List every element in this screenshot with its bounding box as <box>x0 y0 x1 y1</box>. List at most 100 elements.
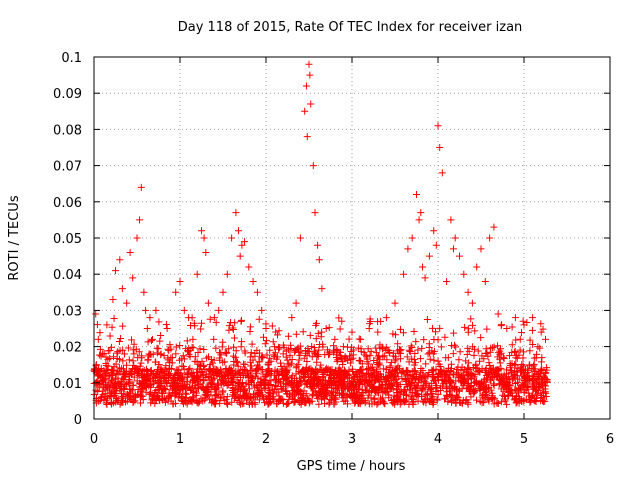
data-point <box>96 329 104 337</box>
data-point <box>429 390 437 398</box>
data-point <box>103 365 111 373</box>
data-point <box>92 386 100 394</box>
data-point <box>338 317 346 325</box>
data-point <box>260 394 268 402</box>
data-point <box>402 376 410 384</box>
data-point <box>137 399 145 407</box>
data-point <box>452 399 460 407</box>
data-point <box>268 322 276 330</box>
data-point <box>254 392 262 400</box>
data-point <box>93 379 101 387</box>
data-point <box>401 386 409 394</box>
data-point <box>231 353 239 361</box>
data-point <box>295 356 303 364</box>
data-point <box>460 270 468 278</box>
data-point <box>284 332 292 340</box>
data-point <box>196 345 204 353</box>
data-point <box>295 374 303 382</box>
data-point <box>439 380 447 388</box>
data-point <box>363 355 371 363</box>
data-point <box>396 389 404 397</box>
data-point <box>261 385 269 393</box>
data-point <box>365 360 373 368</box>
data-point <box>400 270 408 278</box>
data-point <box>149 350 157 358</box>
data-point <box>174 366 182 374</box>
data-point <box>420 336 428 344</box>
data-point <box>343 393 351 401</box>
data-point <box>386 362 394 370</box>
data-point <box>330 400 338 408</box>
data-point <box>192 391 200 399</box>
data-point <box>374 352 382 360</box>
data-point <box>201 365 209 373</box>
data-point <box>526 347 534 355</box>
data-point <box>406 371 414 379</box>
data-point <box>451 341 459 349</box>
data-point <box>483 325 491 333</box>
data-point <box>476 397 484 405</box>
data-point <box>241 394 249 402</box>
data-point <box>282 379 290 387</box>
data-point <box>312 321 320 329</box>
data-point <box>203 354 211 362</box>
data-point <box>433 382 441 390</box>
data-point <box>217 367 225 375</box>
data-point <box>410 361 418 369</box>
data-point <box>349 367 357 375</box>
data-point <box>195 365 203 373</box>
data-point <box>128 387 136 395</box>
data-point <box>361 351 369 359</box>
data-point <box>147 337 155 345</box>
data-point <box>178 355 186 363</box>
data-point <box>119 346 127 354</box>
data-point <box>119 357 127 365</box>
x-tick-label: 3 <box>348 432 356 447</box>
data-point <box>396 364 404 372</box>
data-point <box>376 398 384 406</box>
data-point <box>160 394 168 402</box>
data-point <box>234 362 242 370</box>
data-point <box>209 359 217 367</box>
data-point <box>413 191 420 199</box>
data-point <box>272 376 280 384</box>
data-point <box>162 320 170 328</box>
data-point <box>469 343 477 351</box>
data-point <box>186 353 194 361</box>
data-point <box>348 328 356 336</box>
data-point <box>245 381 253 389</box>
data-point <box>343 370 351 378</box>
data-point <box>512 336 520 344</box>
data-point <box>359 369 367 377</box>
data-point <box>332 351 340 359</box>
data-point <box>451 234 459 242</box>
data-point <box>183 337 191 345</box>
data-point <box>521 365 529 373</box>
data-point <box>393 379 401 387</box>
data-point <box>344 356 352 364</box>
data-point <box>411 389 419 397</box>
data-point <box>296 351 304 359</box>
data-point <box>293 382 301 390</box>
data-point <box>534 390 542 398</box>
data-point <box>167 345 175 353</box>
data-point <box>486 348 494 356</box>
data-point <box>156 382 164 390</box>
data-point <box>513 367 521 375</box>
data-point <box>489 344 497 352</box>
data-point <box>446 376 454 384</box>
data-point <box>406 348 414 356</box>
data-point <box>367 394 375 402</box>
data-point <box>423 316 431 324</box>
data-point <box>167 354 175 362</box>
data-point <box>268 385 276 393</box>
data-point <box>282 387 290 395</box>
data-point <box>108 323 116 331</box>
data-point <box>467 315 475 323</box>
data-point <box>231 393 239 401</box>
data-point <box>172 288 180 296</box>
data-point <box>117 334 125 342</box>
data-point <box>294 361 302 369</box>
data-point <box>144 338 152 346</box>
data-point <box>310 382 318 390</box>
